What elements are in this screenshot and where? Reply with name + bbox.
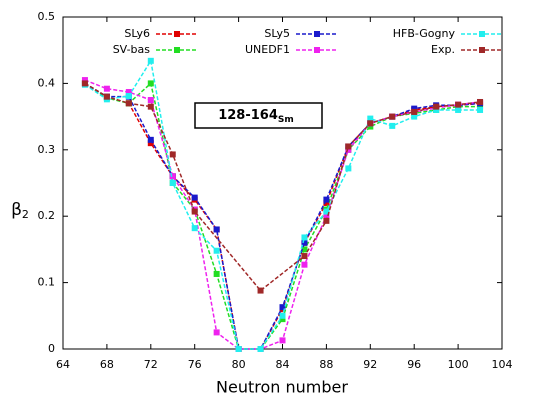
legend-label: Exp. [431, 43, 455, 56]
data-point [191, 208, 198, 215]
x-tick-label: 64 [56, 358, 70, 371]
data-point [147, 97, 154, 103]
data-point [169, 151, 176, 158]
annotation-main: 128-164 [218, 108, 278, 123]
x-tick-label: 96 [407, 358, 421, 371]
x-tick-label: 92 [363, 358, 377, 371]
x-tick-label: 104 [492, 358, 513, 371]
data-point [301, 234, 308, 241]
y-label-sub: 2 [22, 208, 29, 221]
data-point [257, 346, 264, 352]
data-point [213, 270, 220, 277]
annotation-box [194, 102, 323, 129]
data-point [279, 312, 286, 319]
legend-marker [174, 31, 180, 37]
data-point [81, 77, 88, 84]
y-tick-label: 0.3 [38, 143, 56, 156]
data-point [125, 93, 132, 100]
x-tick-label: 72 [144, 358, 158, 371]
data-point [279, 304, 286, 311]
data-point [191, 225, 198, 232]
x-tick-label: 84 [276, 358, 290, 371]
data-point [345, 143, 352, 150]
legend-marker [479, 31, 485, 37]
x-tick-label: 68 [100, 358, 114, 371]
data-point [169, 180, 176, 186]
data-point [411, 105, 418, 112]
plot-frame [62, 16, 503, 350]
data-point [103, 85, 110, 92]
x-axis-label: Neutron number [216, 378, 348, 397]
y-tick-label: 0 [48, 342, 55, 355]
data-point [213, 247, 220, 254]
data-point [433, 106, 440, 113]
data-point [125, 89, 132, 96]
data-point [147, 103, 154, 110]
legend-marker [479, 47, 485, 53]
data-point [147, 140, 154, 147]
y-tick-label: 0.1 [38, 276, 56, 289]
data-point [455, 106, 462, 113]
data-point [345, 165, 352, 172]
data-point [411, 113, 418, 120]
x-tick-label: 88 [319, 358, 333, 371]
legend-label: SLy5 [264, 27, 290, 40]
y-tick-label: 0.4 [38, 76, 56, 89]
data-point [389, 113, 396, 120]
legend-label: SLy6 [124, 27, 150, 40]
legend-label: SV-bas [113, 43, 151, 56]
data-point [279, 316, 286, 323]
data-point [301, 239, 308, 246]
data-point [235, 346, 242, 352]
data-point [147, 136, 154, 143]
y-tick-label: 0.5 [38, 10, 56, 23]
data-point [455, 101, 462, 108]
data-point [213, 329, 220, 336]
data-point [345, 146, 352, 153]
data-point [191, 194, 198, 201]
data-point [477, 106, 484, 113]
data-point [257, 287, 264, 294]
data-point [301, 253, 308, 260]
data-point [411, 108, 418, 115]
y-tick-label: 0.2 [38, 209, 56, 222]
x-tick-label: 76 [188, 358, 202, 371]
data-point [433, 103, 440, 110]
data-point [389, 122, 396, 129]
data-point [169, 173, 176, 180]
data-point [301, 261, 308, 268]
data-point [103, 93, 110, 100]
data-point [367, 120, 374, 127]
data-point [323, 213, 330, 220]
data-point [367, 123, 374, 130]
y-axis-label: β2 [11, 200, 29, 221]
x-tick-label: 100 [448, 358, 469, 371]
data-point [125, 100, 132, 107]
data-point [323, 196, 330, 203]
data-point [147, 80, 154, 87]
data-point [81, 80, 88, 87]
data-point [323, 208, 330, 215]
annotation-sub: Sm [278, 115, 294, 125]
legend-marker [314, 47, 320, 53]
legend-label: HFB-Gogny [393, 27, 456, 40]
data-point [477, 98, 484, 105]
data-point [477, 103, 484, 110]
data-point [323, 217, 330, 224]
data-point [367, 115, 374, 122]
data-point [323, 199, 330, 206]
y-label-main: β [11, 200, 22, 220]
data-point [301, 246, 308, 253]
legend-marker [314, 31, 320, 37]
x-tick-label: 80 [232, 358, 246, 371]
legend-label: UNEDF1 [245, 43, 290, 56]
annotation: 128-164Sm [218, 108, 294, 125]
legend-marker [174, 47, 180, 53]
data-point [147, 57, 154, 64]
data-point [279, 337, 286, 344]
data-point [213, 226, 220, 233]
